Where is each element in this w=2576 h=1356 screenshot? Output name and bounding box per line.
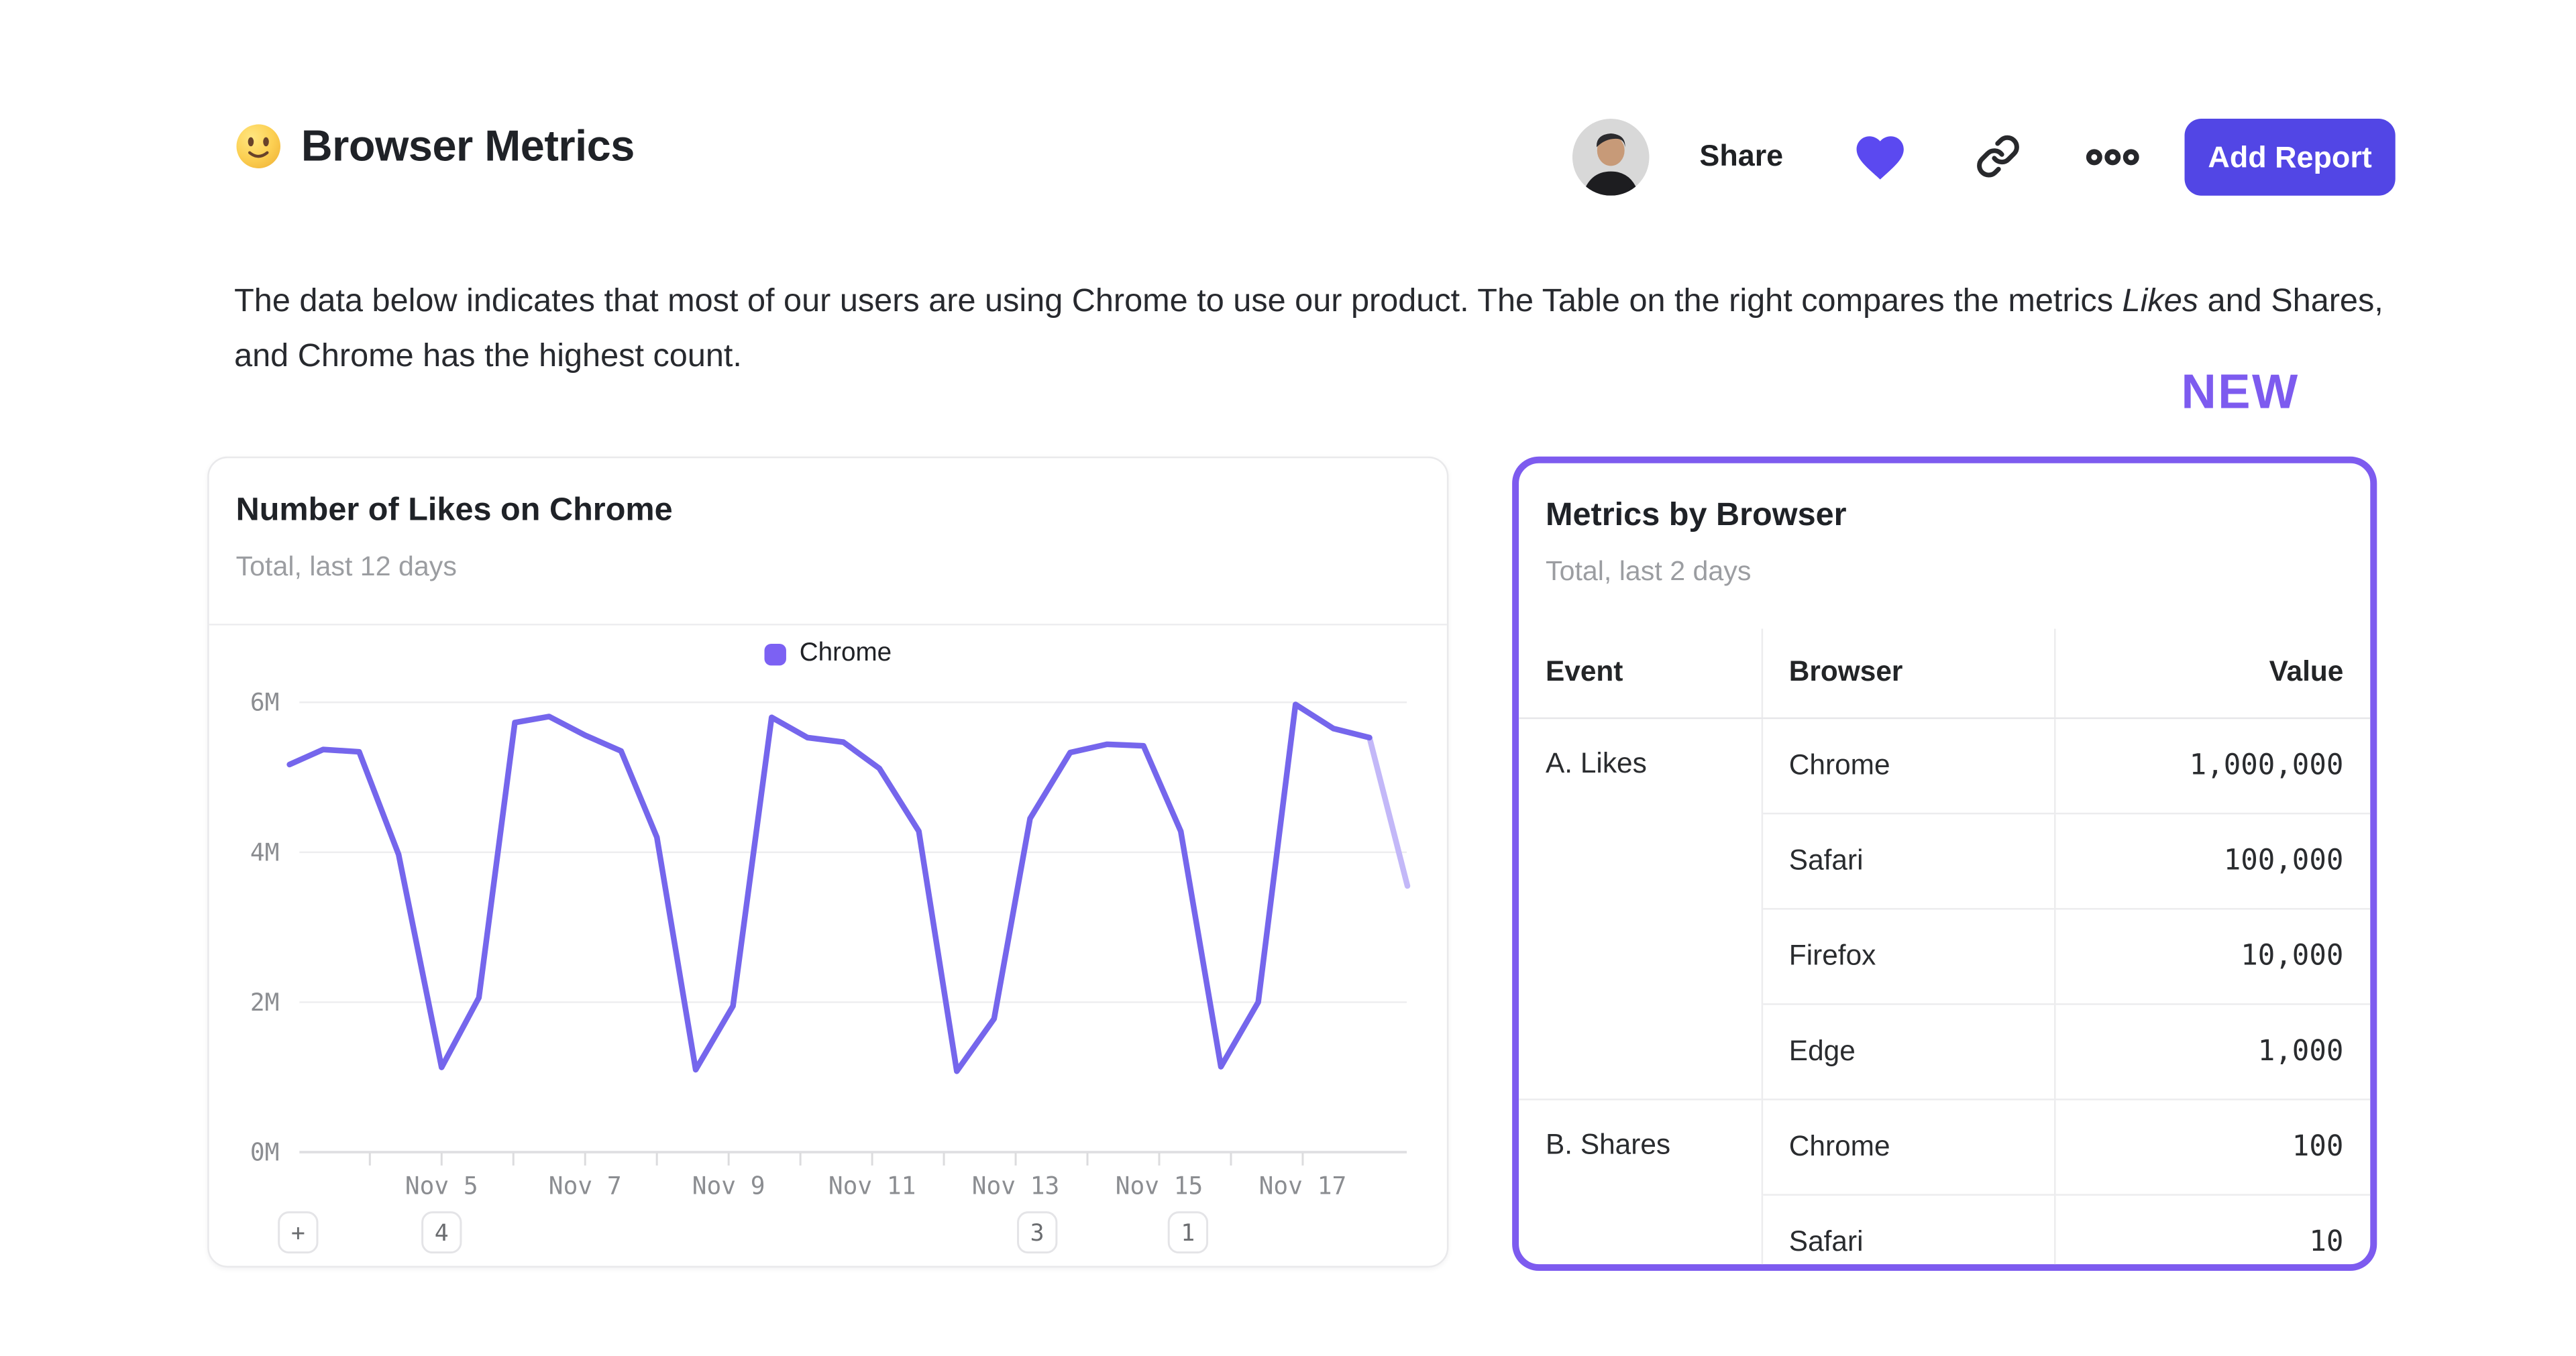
description-text: The data below indicates that most of ou…	[234, 274, 2399, 385]
value-cell: 100	[2053, 1097, 2371, 1194]
chart-line-chrome	[286, 701, 1373, 1074]
page-title: Browser Metrics	[301, 120, 635, 171]
browser-cell: Safari	[1760, 811, 2055, 908]
ellipsis-icon	[2086, 149, 2139, 166]
value-cell: 10	[2053, 1193, 2371, 1265]
add-report-button[interactable]: Add Report	[2184, 119, 2396, 196]
chart-card-title: Number of Likes on Chrome	[235, 492, 673, 528]
y-axis-label: 6M	[250, 688, 280, 717]
heart-icon	[1856, 136, 1904, 180]
x-axis-label: Nov 9	[692, 1171, 765, 1200]
browser-cell: Firefox	[1760, 907, 2055, 1004]
likes-chart: 6M 4M 2M 0M Nov 5 Nov 7 Nov 9 Nov 11 Nov 13 Nov 1…	[250, 688, 1411, 1254]
annotation-badge[interactable]: 1	[1167, 1211, 1209, 1254]
chart-card-subtitle: Total, last 12 days	[235, 551, 457, 582]
smiley-emoji-icon	[236, 124, 281, 168]
table-row: Safari 100,000	[1519, 811, 2371, 908]
copy-link-button[interactable]	[1976, 133, 2021, 178]
browser-cell: Safari	[1760, 1193, 2055, 1265]
annotation-badge-label: 4	[435, 1220, 449, 1247]
annotation-badge-label: 3	[1030, 1220, 1044, 1247]
annotation-badge[interactable]: 4	[421, 1211, 462, 1254]
browser-cell: Chrome	[1760, 717, 2055, 813]
favorite-button[interactable]	[1851, 130, 1909, 182]
table-row: Firefox 10,000	[1519, 907, 2371, 1004]
x-axis-label: Nov 5	[405, 1171, 478, 1200]
card-divider	[209, 624, 1447, 626]
column-header-value: Value	[2053, 628, 2371, 718]
value-cell: 1,000,000	[2053, 717, 2371, 813]
annotation-badge-label: 1	[1181, 1220, 1195, 1247]
value-cell: 100,000	[2053, 811, 2371, 908]
likes-chart-card: Number of Likes on Chrome Total, last 12…	[207, 456, 1449, 1268]
table-header-row: Event Browser Value	[1519, 628, 2371, 718]
browser-cell: Chrome	[1760, 1097, 2055, 1194]
x-axis-label: Nov 11	[828, 1171, 916, 1200]
annotation-badge-label: +	[291, 1220, 305, 1247]
y-axis-label: 0M	[250, 1137, 280, 1166]
description-part1: The data below indicates that most of ou…	[234, 282, 2123, 320]
description-part2: and Shares, and Chrome has the highest c…	[234, 282, 2383, 375]
table-row: B. Shares Chrome 100	[1519, 1097, 2371, 1265]
table-row: Safari 10	[1519, 1193, 2371, 1265]
chart-line-projected	[1366, 734, 1411, 889]
table-card-title: Metrics by Browser	[1545, 496, 1847, 534]
column-header-event: Event	[1519, 628, 1762, 718]
legend-label: Chrome	[799, 638, 892, 667]
description-italic-word: Likes	[2122, 282, 2199, 320]
link-icon	[1977, 135, 2019, 178]
x-axis-label: Nov 7	[549, 1171, 622, 1200]
x-axis-label: Nov 17	[1259, 1171, 1347, 1200]
share-button[interactable]: Share	[1699, 138, 1784, 172]
new-badge: NEW	[2181, 366, 2300, 420]
event-cell: B. Shares	[1519, 1097, 1762, 1265]
x-axis-label: Nov 15	[1116, 1171, 1203, 1200]
table-card-subtitle: Total, last 2 days	[1545, 557, 1752, 587]
legend-item-chrome[interactable]: Chrome	[209, 639, 1447, 669]
column-header-browser: Browser	[1760, 628, 2055, 718]
avatar-image	[1572, 119, 1650, 196]
y-axis-label: 4M	[250, 838, 280, 866]
browser-cell: Edge	[1760, 1002, 2055, 1099]
more-options-button[interactable]	[2086, 144, 2139, 170]
table-row: Edge 1,000	[1519, 1002, 2371, 1099]
metrics-table: Event Browser Value A. Likes Chrome 1,000,000…	[1519, 628, 2371, 1265]
legend-swatch	[764, 642, 786, 665]
avatar[interactable]	[1572, 119, 1650, 196]
y-axis-label: 2M	[250, 988, 280, 1017]
annotation-badge[interactable]: 3	[1017, 1211, 1058, 1254]
table-row: A. Likes Chrome 1,000,000	[1519, 717, 2371, 813]
metrics-table-card: Metrics by Browser Total, last 2 days Ev…	[1512, 456, 2377, 1272]
value-cell: 10,000	[2053, 907, 2371, 1004]
page-header-title: Browser Metrics	[234, 121, 635, 172]
x-axis-label: Nov 13	[972, 1171, 1060, 1200]
value-cell: 1,000	[2053, 1002, 2371, 1099]
event-cell: A. Likes	[1545, 746, 1647, 779]
add-annotation-button[interactable]: +	[278, 1211, 319, 1254]
